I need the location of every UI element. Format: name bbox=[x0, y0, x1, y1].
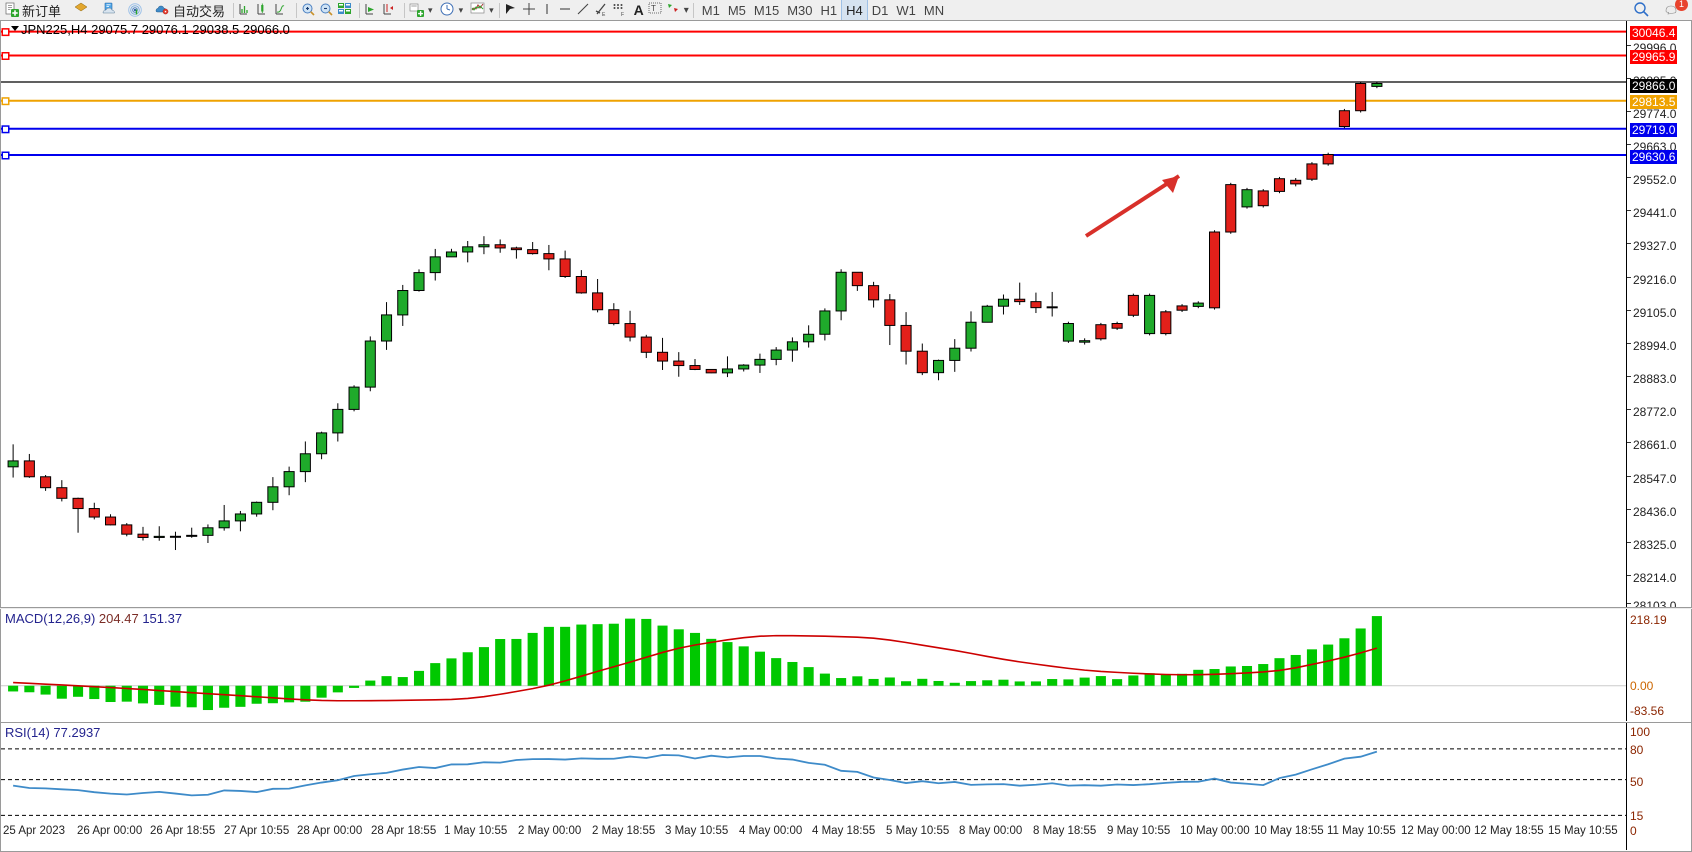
svg-text:F: F bbox=[621, 12, 624, 18]
svg-text:T: T bbox=[651, 4, 656, 13]
svg-text:E: E bbox=[602, 12, 606, 18]
